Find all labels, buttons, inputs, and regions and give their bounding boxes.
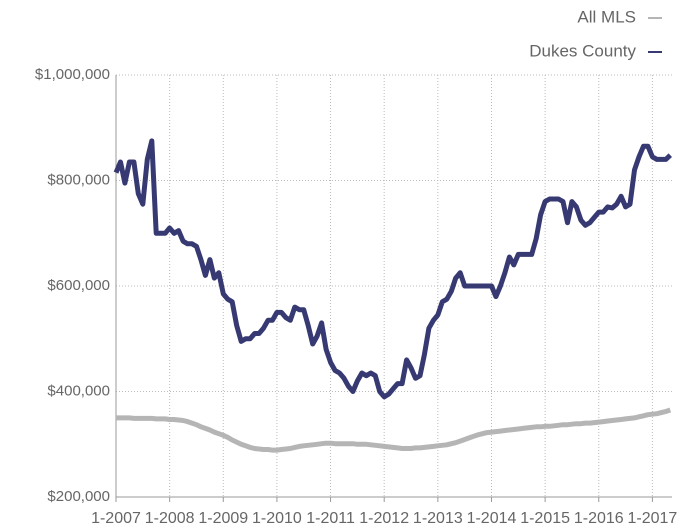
x-tick-label: 1-2008	[145, 510, 195, 527]
series-line	[113, 138, 673, 400]
x-tick-label: 1-2015	[520, 510, 570, 527]
x-tick-label: 1-2014	[467, 510, 517, 527]
x-tick-label: 1-2013	[413, 510, 463, 527]
y-tick-label: $1,000,000	[35, 66, 110, 83]
series-line	[116, 407, 672, 453]
x-tick-label: 1-2017	[627, 510, 677, 527]
x-tick-label: 1-2010	[252, 510, 302, 527]
x-tick-label: 1-2007	[91, 510, 141, 527]
y-tick-label: $400,000	[47, 382, 110, 399]
legend-label: All MLS	[577, 7, 636, 26]
y-tick-label: $600,000	[47, 277, 110, 294]
x-tick-label: 1-2012	[359, 510, 409, 527]
y-tick-label: $200,000	[47, 488, 110, 505]
y-tick-label: $800,000	[47, 171, 110, 188]
x-tick-label: 1-2011	[306, 510, 355, 527]
x-tick-label: 1-2009	[198, 510, 248, 527]
legend-label: Dukes County	[529, 41, 636, 60]
x-tick-label: 1-2016	[574, 510, 624, 527]
